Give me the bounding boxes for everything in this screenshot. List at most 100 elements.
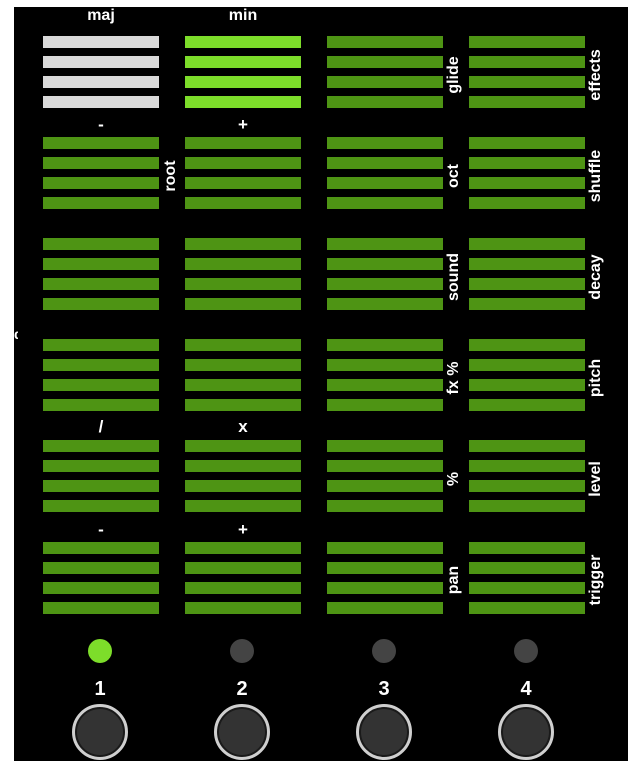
step-bar-group-6-column-1-row-1[interactable] (43, 542, 159, 554)
step-bar-group-2-column-4-row-1[interactable] (469, 137, 585, 149)
step-bar-group-3-column-4-row-4[interactable] (469, 298, 585, 310)
step-bar-group-3-column-1-row-2[interactable] (43, 258, 159, 270)
step-bar-group-1-column-1-row-1[interactable] (43, 36, 159, 48)
step-bar-group-1-column-3-row-4[interactable] (327, 96, 443, 108)
step-bar-group-5-column-4-row-3[interactable] (469, 480, 585, 492)
step-bar-group-3-column-3-row-3[interactable] (327, 278, 443, 290)
step-bar-group-4-column-1-row-1[interactable] (43, 339, 159, 351)
step-bar-group-6-column-3-row-2[interactable] (327, 562, 443, 574)
step-bar-group-6-column-1-row-2[interactable] (43, 562, 159, 574)
step-bar-group-4-column-1-row-3[interactable] (43, 379, 159, 391)
step-bar-group-4-column-4-row-4[interactable] (469, 399, 585, 411)
step-bar-group-4-column-4-row-3[interactable] (469, 379, 585, 391)
step-bar-group-3-column-1-row-4[interactable] (43, 298, 159, 310)
step-bar-group-2-column-1-row-4[interactable] (43, 197, 159, 209)
step-bar-group-1-column-1-row-2[interactable] (43, 56, 159, 68)
step-bar-group-2-column-2-row-2[interactable] (185, 157, 301, 169)
step-bar-group-1-column-4-row-1[interactable] (469, 36, 585, 48)
channel-2-pad-button[interactable] (214, 704, 270, 760)
step-bar-group-5-column-2-row-2[interactable] (185, 460, 301, 472)
step-bar-group-6-column-4-row-3[interactable] (469, 582, 585, 594)
step-bar-group-3-column-2-row-1[interactable] (185, 238, 301, 250)
step-bar-group-2-column-2-row-4[interactable] (185, 197, 301, 209)
step-bar-group-5-column-3-row-1[interactable] (327, 440, 443, 452)
step-bar-group-3-column-3-row-1[interactable] (327, 238, 443, 250)
step-bar-group-2-column-3-row-2[interactable] (327, 157, 443, 169)
step-bar-group-5-column-4-row-1[interactable] (469, 440, 585, 452)
step-bar-group-3-column-4-row-2[interactable] (469, 258, 585, 270)
step-bar-group-5-column-4-row-2[interactable] (469, 460, 585, 472)
step-bar-group-1-column-2-row-2[interactable] (185, 56, 301, 68)
step-bar-group-5-column-3-row-4[interactable] (327, 500, 443, 512)
step-bar-group-4-column-2-row-2[interactable] (185, 359, 301, 371)
step-bar-group-3-column-1-row-3[interactable] (43, 278, 159, 290)
step-bar-group-5-column-2-row-4[interactable] (185, 500, 301, 512)
step-bar-group-6-column-4-row-1[interactable] (469, 542, 585, 554)
step-bar-group-6-column-2-row-2[interactable] (185, 562, 301, 574)
step-bar-group-3-column-4-row-3[interactable] (469, 278, 585, 290)
step-bar-group-4-column-3-row-4[interactable] (327, 399, 443, 411)
step-bar-group-4-column-4-row-1[interactable] (469, 339, 585, 351)
step-bar-group-3-column-2-row-3[interactable] (185, 278, 301, 290)
channel-3-pad-button[interactable] (356, 704, 412, 760)
step-bar-group-2-column-3-row-1[interactable] (327, 137, 443, 149)
step-bar-group-1-column-4-row-2[interactable] (469, 56, 585, 68)
step-bar-group-6-column-1-row-3[interactable] (43, 582, 159, 594)
step-bar-group-2-column-1-row-2[interactable] (43, 157, 159, 169)
step-bar-group-5-column-1-row-3[interactable] (43, 480, 159, 492)
step-bar-group-2-column-1-row-3[interactable] (43, 177, 159, 189)
step-bar-group-6-column-2-row-4[interactable] (185, 602, 301, 614)
step-bar-group-1-column-1-row-4[interactable] (43, 96, 159, 108)
step-bar-group-1-column-3-row-1[interactable] (327, 36, 443, 48)
step-bar-group-1-column-3-row-2[interactable] (327, 56, 443, 68)
step-bar-group-5-column-1-row-4[interactable] (43, 500, 159, 512)
step-bar-group-2-column-4-row-4[interactable] (469, 197, 585, 209)
step-bar-group-6-column-4-row-4[interactable] (469, 602, 585, 614)
step-bar-group-2-column-2-row-1[interactable] (185, 137, 301, 149)
step-bar-group-2-column-3-row-4[interactable] (327, 197, 443, 209)
step-bar-group-1-column-2-row-1[interactable] (185, 36, 301, 48)
step-bar-group-4-column-2-row-3[interactable] (185, 379, 301, 391)
step-bar-group-1-column-4-row-3[interactable] (469, 76, 585, 88)
step-bar-group-6-column-2-row-1[interactable] (185, 542, 301, 554)
step-bar-group-6-column-3-row-1[interactable] (327, 542, 443, 554)
step-bar-group-3-column-1-row-1[interactable] (43, 238, 159, 250)
step-bar-group-5-column-1-row-1[interactable] (43, 440, 159, 452)
step-bar-group-3-column-3-row-2[interactable] (327, 258, 443, 270)
step-bar-group-6-column-4-row-2[interactable] (469, 562, 585, 574)
step-bar-group-2-column-1-row-1[interactable] (43, 137, 159, 149)
step-bar-group-6-column-1-row-4[interactable] (43, 602, 159, 614)
step-bar-group-4-column-4-row-2[interactable] (469, 359, 585, 371)
step-bar-group-1-column-2-row-3[interactable] (185, 76, 301, 88)
step-bar-group-4-column-3-row-2[interactable] (327, 359, 443, 371)
step-bar-group-4-column-3-row-3[interactable] (327, 379, 443, 391)
channel-1-pad-button[interactable] (72, 704, 128, 760)
step-bar-group-2-column-3-row-3[interactable] (327, 177, 443, 189)
step-bar-group-4-column-3-row-1[interactable] (327, 339, 443, 351)
step-bar-group-5-column-2-row-1[interactable] (185, 440, 301, 452)
step-bar-group-1-column-4-row-4[interactable] (469, 96, 585, 108)
step-bar-group-5-column-1-row-2[interactable] (43, 460, 159, 472)
step-bar-group-2-column-2-row-3[interactable] (185, 177, 301, 189)
step-bar-group-2-column-4-row-2[interactable] (469, 157, 585, 169)
step-bar-group-4-column-1-row-2[interactable] (43, 359, 159, 371)
step-bar-group-3-column-3-row-4[interactable] (327, 298, 443, 310)
step-bar-group-6-column-2-row-3[interactable] (185, 582, 301, 594)
step-bar-group-1-column-3-row-3[interactable] (327, 76, 443, 88)
step-bar-group-5-column-4-row-4[interactable] (469, 500, 585, 512)
step-bar-group-5-column-3-row-3[interactable] (327, 480, 443, 492)
step-bar-group-5-column-3-row-2[interactable] (327, 460, 443, 472)
step-bar-group-3-column-2-row-4[interactable] (185, 298, 301, 310)
step-bar-group-5-column-2-row-3[interactable] (185, 480, 301, 492)
step-bar-group-4-column-2-row-4[interactable] (185, 399, 301, 411)
step-bar-group-2-column-4-row-3[interactable] (469, 177, 585, 189)
step-bar-group-1-column-1-row-3[interactable] (43, 76, 159, 88)
step-bar-group-1-column-2-row-4[interactable] (185, 96, 301, 108)
channel-4-pad-button[interactable] (498, 704, 554, 760)
step-bar-group-3-column-4-row-1[interactable] (469, 238, 585, 250)
step-bar-group-3-column-2-row-2[interactable] (185, 258, 301, 270)
step-bar-group-4-column-1-row-4[interactable] (43, 399, 159, 411)
step-bar-group-6-column-3-row-3[interactable] (327, 582, 443, 594)
step-bar-group-6-column-3-row-4[interactable] (327, 602, 443, 614)
step-bar-group-4-column-2-row-1[interactable] (185, 339, 301, 351)
